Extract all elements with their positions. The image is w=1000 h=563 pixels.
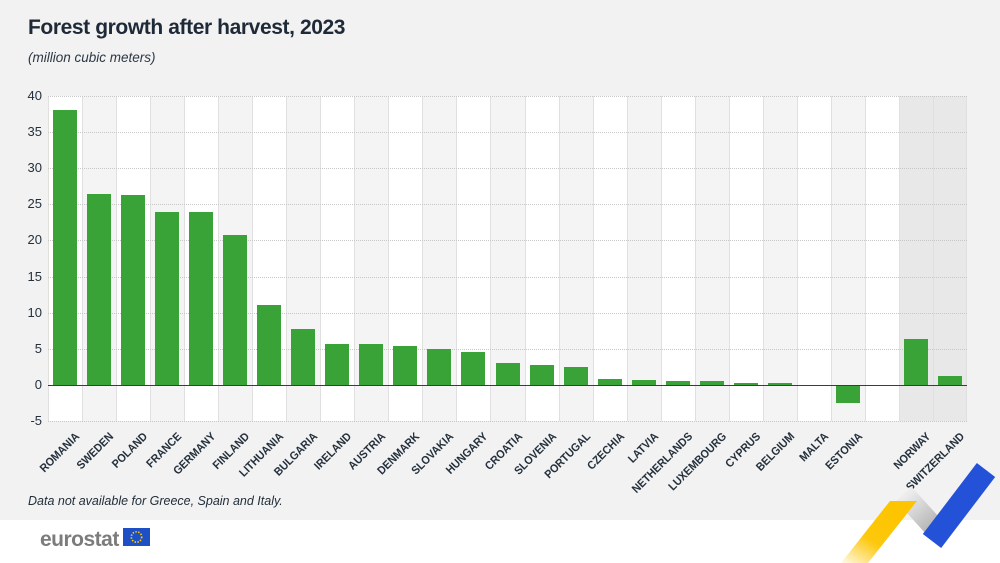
- y-tick-label: 35: [27, 124, 42, 140]
- footer-bar: [0, 520, 1000, 563]
- bar-ireland[interactable]: [325, 343, 350, 385]
- bar-norway[interactable]: [903, 338, 928, 385]
- bar-finland[interactable]: [223, 234, 248, 385]
- column-bg: [626, 96, 661, 421]
- bar-latvia[interactable]: [631, 379, 656, 385]
- y-tick-label: 5: [34, 340, 42, 356]
- page-subtitle: (million cubic meters): [28, 50, 156, 65]
- bar-romania[interactable]: [53, 110, 78, 385]
- bar-denmark[interactable]: [393, 345, 418, 385]
- gridline: [48, 168, 967, 170]
- column-bg: [694, 96, 729, 421]
- column-bg: [830, 96, 865, 421]
- bar-sweden[interactable]: [87, 194, 112, 385]
- y-tick-label: 20: [27, 232, 42, 248]
- y-tick-label: 25: [27, 196, 42, 212]
- bar-hungary[interactable]: [461, 352, 486, 385]
- gridline: [48, 132, 967, 134]
- bar-lithuania[interactable]: [257, 304, 282, 385]
- eurostat-zigzag-decoration: [841, 463, 996, 563]
- eurostat-logo[interactable]: eurostat: [40, 528, 150, 552]
- page-title: Forest growth after harvest, 2023: [28, 16, 346, 39]
- column-bg: [932, 96, 967, 421]
- bar-cyprus[interactable]: [733, 383, 758, 385]
- column-bg: [660, 96, 695, 421]
- y-tick-label: 10: [27, 304, 42, 320]
- y-tick-label: 0: [34, 376, 42, 392]
- gridline: [48, 421, 967, 422]
- column-bg: [592, 96, 627, 421]
- bar-switzerland[interactable]: [937, 375, 962, 385]
- zero-axis-line: [48, 384, 967, 386]
- bar-czechia[interactable]: [597, 379, 622, 385]
- chart-footnote: Data not available for Greece, Spain and…: [28, 494, 283, 508]
- bar-france[interactable]: [155, 212, 180, 385]
- bar-slovakia[interactable]: [427, 348, 452, 385]
- bar-chart-plot-area: [48, 96, 967, 422]
- bar-austria[interactable]: [359, 344, 384, 385]
- gridline: [48, 312, 967, 314]
- bar-poland[interactable]: [121, 194, 146, 385]
- gridline: [48, 276, 967, 278]
- y-tick-label: 15: [27, 268, 42, 284]
- bar-croatia[interactable]: [495, 362, 520, 385]
- column-bg: [796, 96, 831, 421]
- column-bg: [762, 96, 797, 421]
- bar-bulgaria[interactable]: [291, 328, 316, 385]
- gridline: [48, 96, 967, 97]
- eurostat-logo-text: eurostat: [40, 528, 119, 551]
- gridline: [48, 240, 967, 242]
- bar-slovenia[interactable]: [529, 365, 554, 385]
- bar-portugal[interactable]: [563, 366, 588, 385]
- y-tick-label: 40: [27, 88, 42, 103]
- column-bg: [864, 96, 899, 421]
- column-bg: [728, 96, 763, 421]
- bar-belgium[interactable]: [767, 383, 792, 385]
- bar-germany[interactable]: [189, 212, 214, 385]
- eu-flag-icon: [122, 528, 150, 546]
- y-tick-label: -5: [30, 413, 42, 428]
- y-tick-label: 30: [27, 160, 42, 176]
- bar-luxembourg[interactable]: [699, 381, 724, 385]
- gridline: [48, 348, 967, 350]
- bar-estonia[interactable]: [835, 385, 860, 404]
- bar-netherlands[interactable]: [665, 380, 690, 385]
- gridline: [48, 204, 967, 206]
